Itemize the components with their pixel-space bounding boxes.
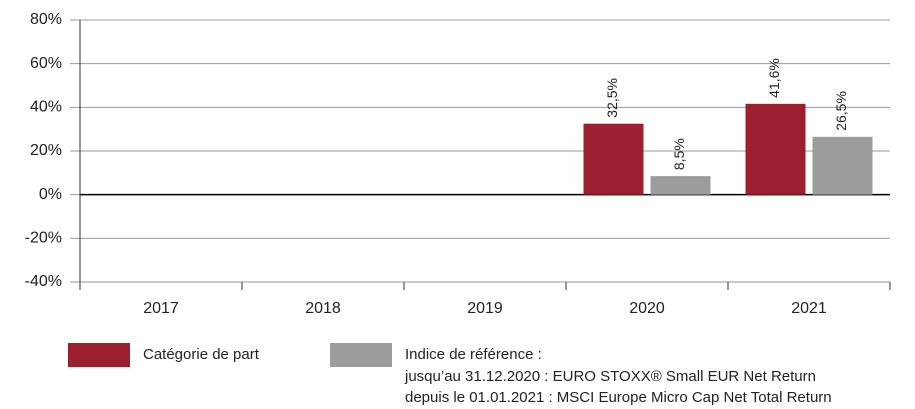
value-label: 26,5% <box>833 91 849 131</box>
legend-note: jusqu’au 31.12.2020 : EURO STOXX® Small … <box>404 368 816 385</box>
legend-note: depuis le 01.01.2021 : MSCI Europe Micro… <box>405 389 832 406</box>
y-tick-label: 20% <box>30 142 62 159</box>
bar <box>650 176 711 195</box>
legend-label: Indice de référence : <box>405 346 542 363</box>
x-tick-label: 2017 <box>143 300 179 317</box>
value-label: 32,5% <box>604 78 620 118</box>
x-tick-label: 2021 <box>791 300 827 317</box>
bar <box>812 136 873 195</box>
x-tick-label: 2020 <box>629 300 665 317</box>
bar <box>583 123 644 195</box>
y-tick-label: -40% <box>25 273 62 290</box>
y-tick-label: 80% <box>30 11 62 28</box>
legend-swatch <box>68 343 130 367</box>
y-tick-label: 0% <box>39 186 62 203</box>
y-tick-label: 60% <box>30 55 62 72</box>
x-tick-label: 2019 <box>467 300 503 317</box>
legend-label: Catégorie de part <box>143 346 260 363</box>
y-tick-label: -20% <box>25 230 62 247</box>
value-label: 8,5% <box>671 138 687 170</box>
legend-swatch <box>330 343 392 367</box>
value-label: 41,6% <box>766 58 782 98</box>
y-tick-label: 40% <box>30 99 62 116</box>
x-tick-label: 2018 <box>305 300 341 317</box>
bar <box>745 103 806 195</box>
